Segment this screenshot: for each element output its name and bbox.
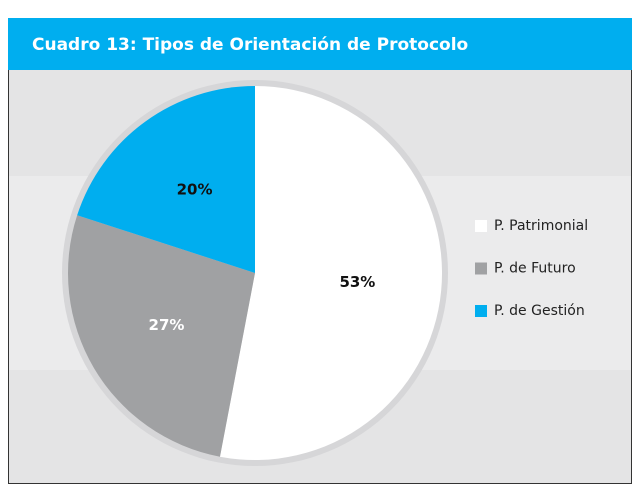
title-bar [8,18,632,70]
legend-swatch [475,305,487,317]
pie-slice [68,215,256,457]
legend-label: P. de Futuro [494,261,576,277]
pie-slice [219,86,442,460]
legend-label: P. de Gestión [494,303,585,319]
data-label: 53% [339,273,375,291]
data-label: 27% [149,316,185,334]
legend-swatch [475,262,487,275]
chart-title: Cuadro 13: Tipos de Orientación de Proto… [32,35,468,55]
pie-slice [77,86,255,273]
legend-swatch [475,220,487,232]
legend-label: P. Patrimonial [494,218,588,234]
data-label: 20% [177,180,213,198]
